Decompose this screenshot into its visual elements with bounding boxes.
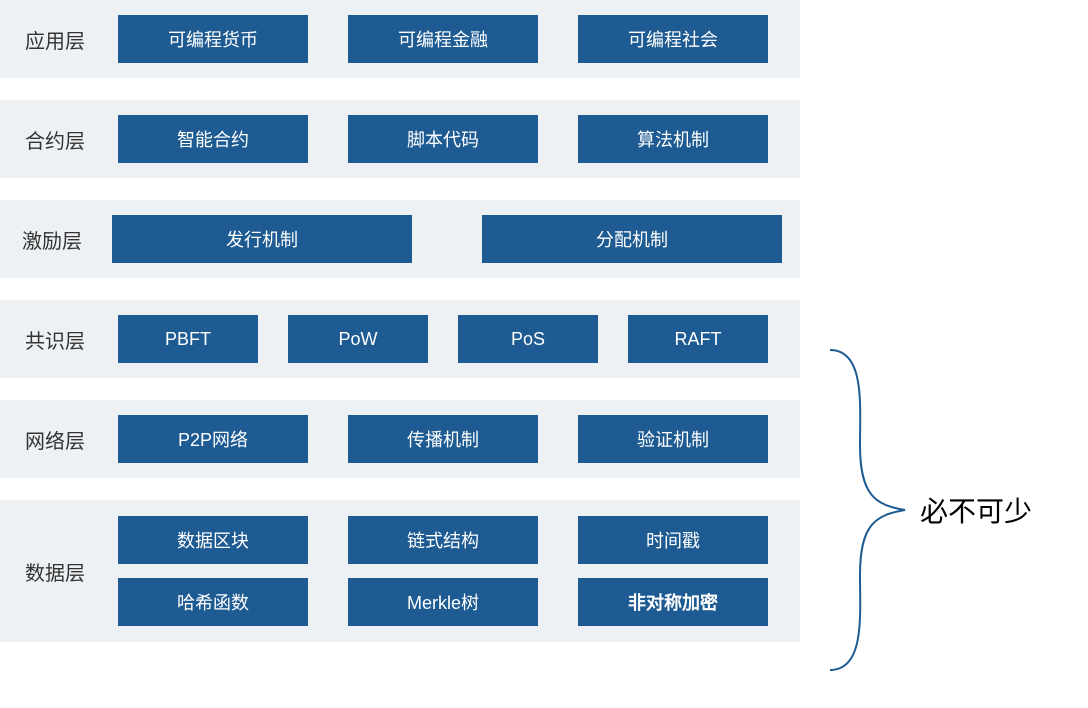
layer-label-incentive: 激励层 — [0, 200, 104, 278]
cell-chain-structure: 链式结构 — [348, 516, 538, 564]
layer-data: 数据层 数据区块 链式结构 时间戳 哈希函数 Merkle树 非对称加密 — [0, 500, 800, 642]
cell-validation-mechanism: 验证机制 — [578, 415, 768, 463]
cell-smart-contract: 智能合约 — [118, 115, 308, 163]
cell-data-block: 数据区块 — [118, 516, 308, 564]
cell-pbft: PBFT — [118, 315, 258, 363]
cell-p2p-network: P2P网络 — [118, 415, 308, 463]
cell-script-code: 脚本代码 — [348, 115, 538, 163]
cell-programmable-finance: 可编程金融 — [348, 15, 538, 63]
annotation-essential: 必不可少 — [920, 490, 1032, 530]
cell-timestamp: 时间戳 — [578, 516, 768, 564]
cell-programmable-society: 可编程社会 — [578, 15, 768, 63]
cell-merkle-tree: Merkle树 — [348, 578, 538, 626]
cell-asymmetric-encryption: 非对称加密 — [578, 578, 768, 626]
layer-network: 网络层 P2P网络 传播机制 验证机制 — [0, 400, 800, 478]
layer-body-network: P2P网络 传播机制 验证机制 — [110, 400, 800, 478]
layer-label-network: 网络层 — [0, 400, 110, 478]
cell-propagation-mechanism: 传播机制 — [348, 415, 538, 463]
layer-body-data: 数据区块 链式结构 时间戳 哈希函数 Merkle树 非对称加密 — [110, 500, 800, 642]
layer-incentive: 激励层 发行机制 分配机制 — [0, 200, 800, 278]
layer-application: 应用层 可编程货币 可编程金融 可编程社会 — [0, 0, 800, 78]
layer-label-contract: 合约层 — [0, 100, 110, 178]
brace-icon — [820, 345, 910, 675]
cell-pos: PoS — [458, 315, 598, 363]
layer-stack: 应用层 可编程货币 可编程金融 可编程社会 合约层 智能合约 脚本代码 算法机制… — [0, 0, 800, 642]
layer-label-consensus: 共识层 — [0, 300, 110, 378]
cell-programmable-currency: 可编程货币 — [118, 15, 308, 63]
layer-body-application: 可编程货币 可编程金融 可编程社会 — [110, 0, 800, 78]
layer-body-incentive: 发行机制 分配机制 — [104, 200, 800, 278]
layer-contract: 合约层 智能合约 脚本代码 算法机制 — [0, 100, 800, 178]
layer-consensus: 共识层 PBFT PoW PoS RAFT — [0, 300, 800, 378]
cell-algorithm-mechanism: 算法机制 — [578, 115, 768, 163]
cell-raft: RAFT — [628, 315, 768, 363]
layer-label-application: 应用层 — [0, 0, 110, 78]
layer-body-consensus: PBFT PoW PoS RAFT — [110, 300, 800, 378]
layer-body-contract: 智能合约 脚本代码 算法机制 — [110, 100, 800, 178]
cell-hash-function: 哈希函数 — [118, 578, 308, 626]
cell-pow: PoW — [288, 315, 428, 363]
cell-issuance-mechanism: 发行机制 — [112, 215, 412, 263]
layer-label-data: 数据层 — [0, 500, 110, 642]
cell-distribution-mechanism: 分配机制 — [482, 215, 782, 263]
